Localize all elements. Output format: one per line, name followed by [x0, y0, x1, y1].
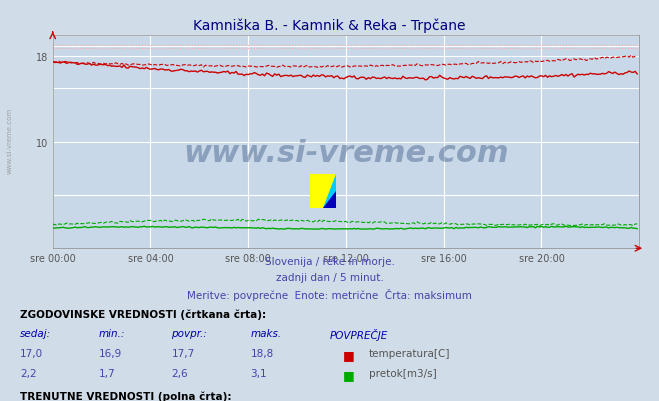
Text: TRENUTNE VREDNOSTI (polna črta):: TRENUTNE VREDNOSTI (polna črta):	[20, 391, 231, 401]
Text: sedaj:: sedaj:	[20, 329, 51, 338]
Text: ZGODOVINSKE VREDNOSTI (črtkana črta):: ZGODOVINSKE VREDNOSTI (črtkana črta):	[20, 309, 266, 319]
Text: Kamniška B. - Kamnik & Reka - Trpčane: Kamniška B. - Kamnik & Reka - Trpčane	[193, 18, 466, 32]
Text: Slovenija / reke in morje.: Slovenija / reke in morje.	[264, 257, 395, 267]
Text: POVPREČJE: POVPREČJE	[330, 329, 387, 340]
Text: 2,2: 2,2	[20, 368, 36, 378]
Polygon shape	[323, 174, 336, 209]
Polygon shape	[323, 192, 336, 209]
Text: 17,7: 17,7	[171, 348, 194, 358]
Text: maks.: maks.	[250, 329, 281, 338]
Text: 17,0: 17,0	[20, 348, 43, 358]
Text: 3,1: 3,1	[250, 368, 267, 378]
Text: Meritve: povprečne  Enote: metrične  Črta: maksimum: Meritve: povprečne Enote: metrične Črta:…	[187, 289, 472, 301]
Text: zadnji dan / 5 minut.: zadnji dan / 5 minut.	[275, 273, 384, 283]
Text: temperatura[C]: temperatura[C]	[369, 348, 451, 358]
Text: ■: ■	[343, 348, 355, 361]
Text: 16,9: 16,9	[99, 348, 122, 358]
Text: 1,7: 1,7	[99, 368, 115, 378]
Text: povpr.:: povpr.:	[171, 329, 207, 338]
Text: min.:: min.:	[99, 329, 125, 338]
Text: 18,8: 18,8	[250, 348, 273, 358]
Text: www.si-vreme.com: www.si-vreme.com	[7, 107, 13, 173]
Text: ■: ■	[343, 368, 355, 381]
Text: pretok[m3/s]: pretok[m3/s]	[369, 368, 437, 378]
Text: www.si-vreme.com: www.si-vreme.com	[183, 138, 509, 168]
Text: 2,6: 2,6	[171, 368, 188, 378]
